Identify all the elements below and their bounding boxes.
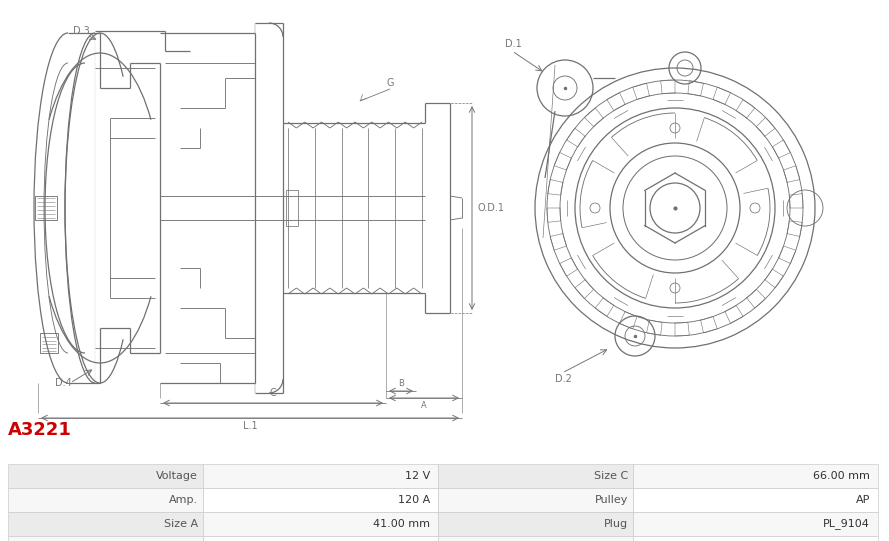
- Bar: [633, 464, 878, 488]
- Bar: [633, 488, 878, 512]
- Bar: [203, 512, 438, 536]
- Text: Amp.: Amp.: [169, 495, 198, 505]
- Text: L.1: L.1: [243, 421, 257, 431]
- Text: 41.00 mm: 41.00 mm: [373, 519, 430, 529]
- Text: A3221: A3221: [8, 421, 72, 439]
- Text: D.1: D.1: [505, 39, 522, 49]
- Text: Voltage: Voltage: [156, 471, 198, 481]
- Bar: [8, 488, 203, 512]
- Text: Plug: Plug: [604, 519, 628, 529]
- Bar: [8, 512, 203, 536]
- Bar: [286, 190, 298, 226]
- Text: D.3: D.3: [73, 26, 90, 36]
- Text: C: C: [269, 388, 276, 398]
- Bar: [203, 464, 438, 488]
- Text: 120 A: 120 A: [397, 495, 430, 505]
- Bar: [35, 196, 57, 220]
- Bar: [438, 512, 633, 536]
- Bar: [8, 464, 203, 488]
- Text: D.2: D.2: [555, 374, 572, 384]
- Bar: [40, 333, 58, 353]
- Text: AP: AP: [855, 495, 870, 505]
- Bar: [438, 488, 633, 512]
- Text: Pulley: Pulley: [595, 495, 628, 505]
- Bar: [203, 488, 438, 512]
- Bar: [203, 536, 438, 541]
- Text: 12 V: 12 V: [404, 471, 430, 481]
- Bar: [438, 536, 633, 541]
- Text: 66.00 mm: 66.00 mm: [813, 471, 870, 481]
- Bar: [8, 536, 203, 541]
- Text: Size A: Size A: [164, 519, 198, 529]
- Text: B: B: [398, 379, 404, 387]
- Text: O.D.1: O.D.1: [477, 203, 504, 213]
- Bar: [633, 512, 878, 536]
- Bar: [438, 464, 633, 488]
- Text: PL_9104: PL_9104: [823, 518, 870, 530]
- Text: D.4: D.4: [55, 378, 72, 388]
- Text: G: G: [386, 78, 394, 88]
- Bar: [633, 536, 878, 541]
- Text: Size C: Size C: [594, 471, 628, 481]
- Text: A: A: [421, 401, 427, 411]
